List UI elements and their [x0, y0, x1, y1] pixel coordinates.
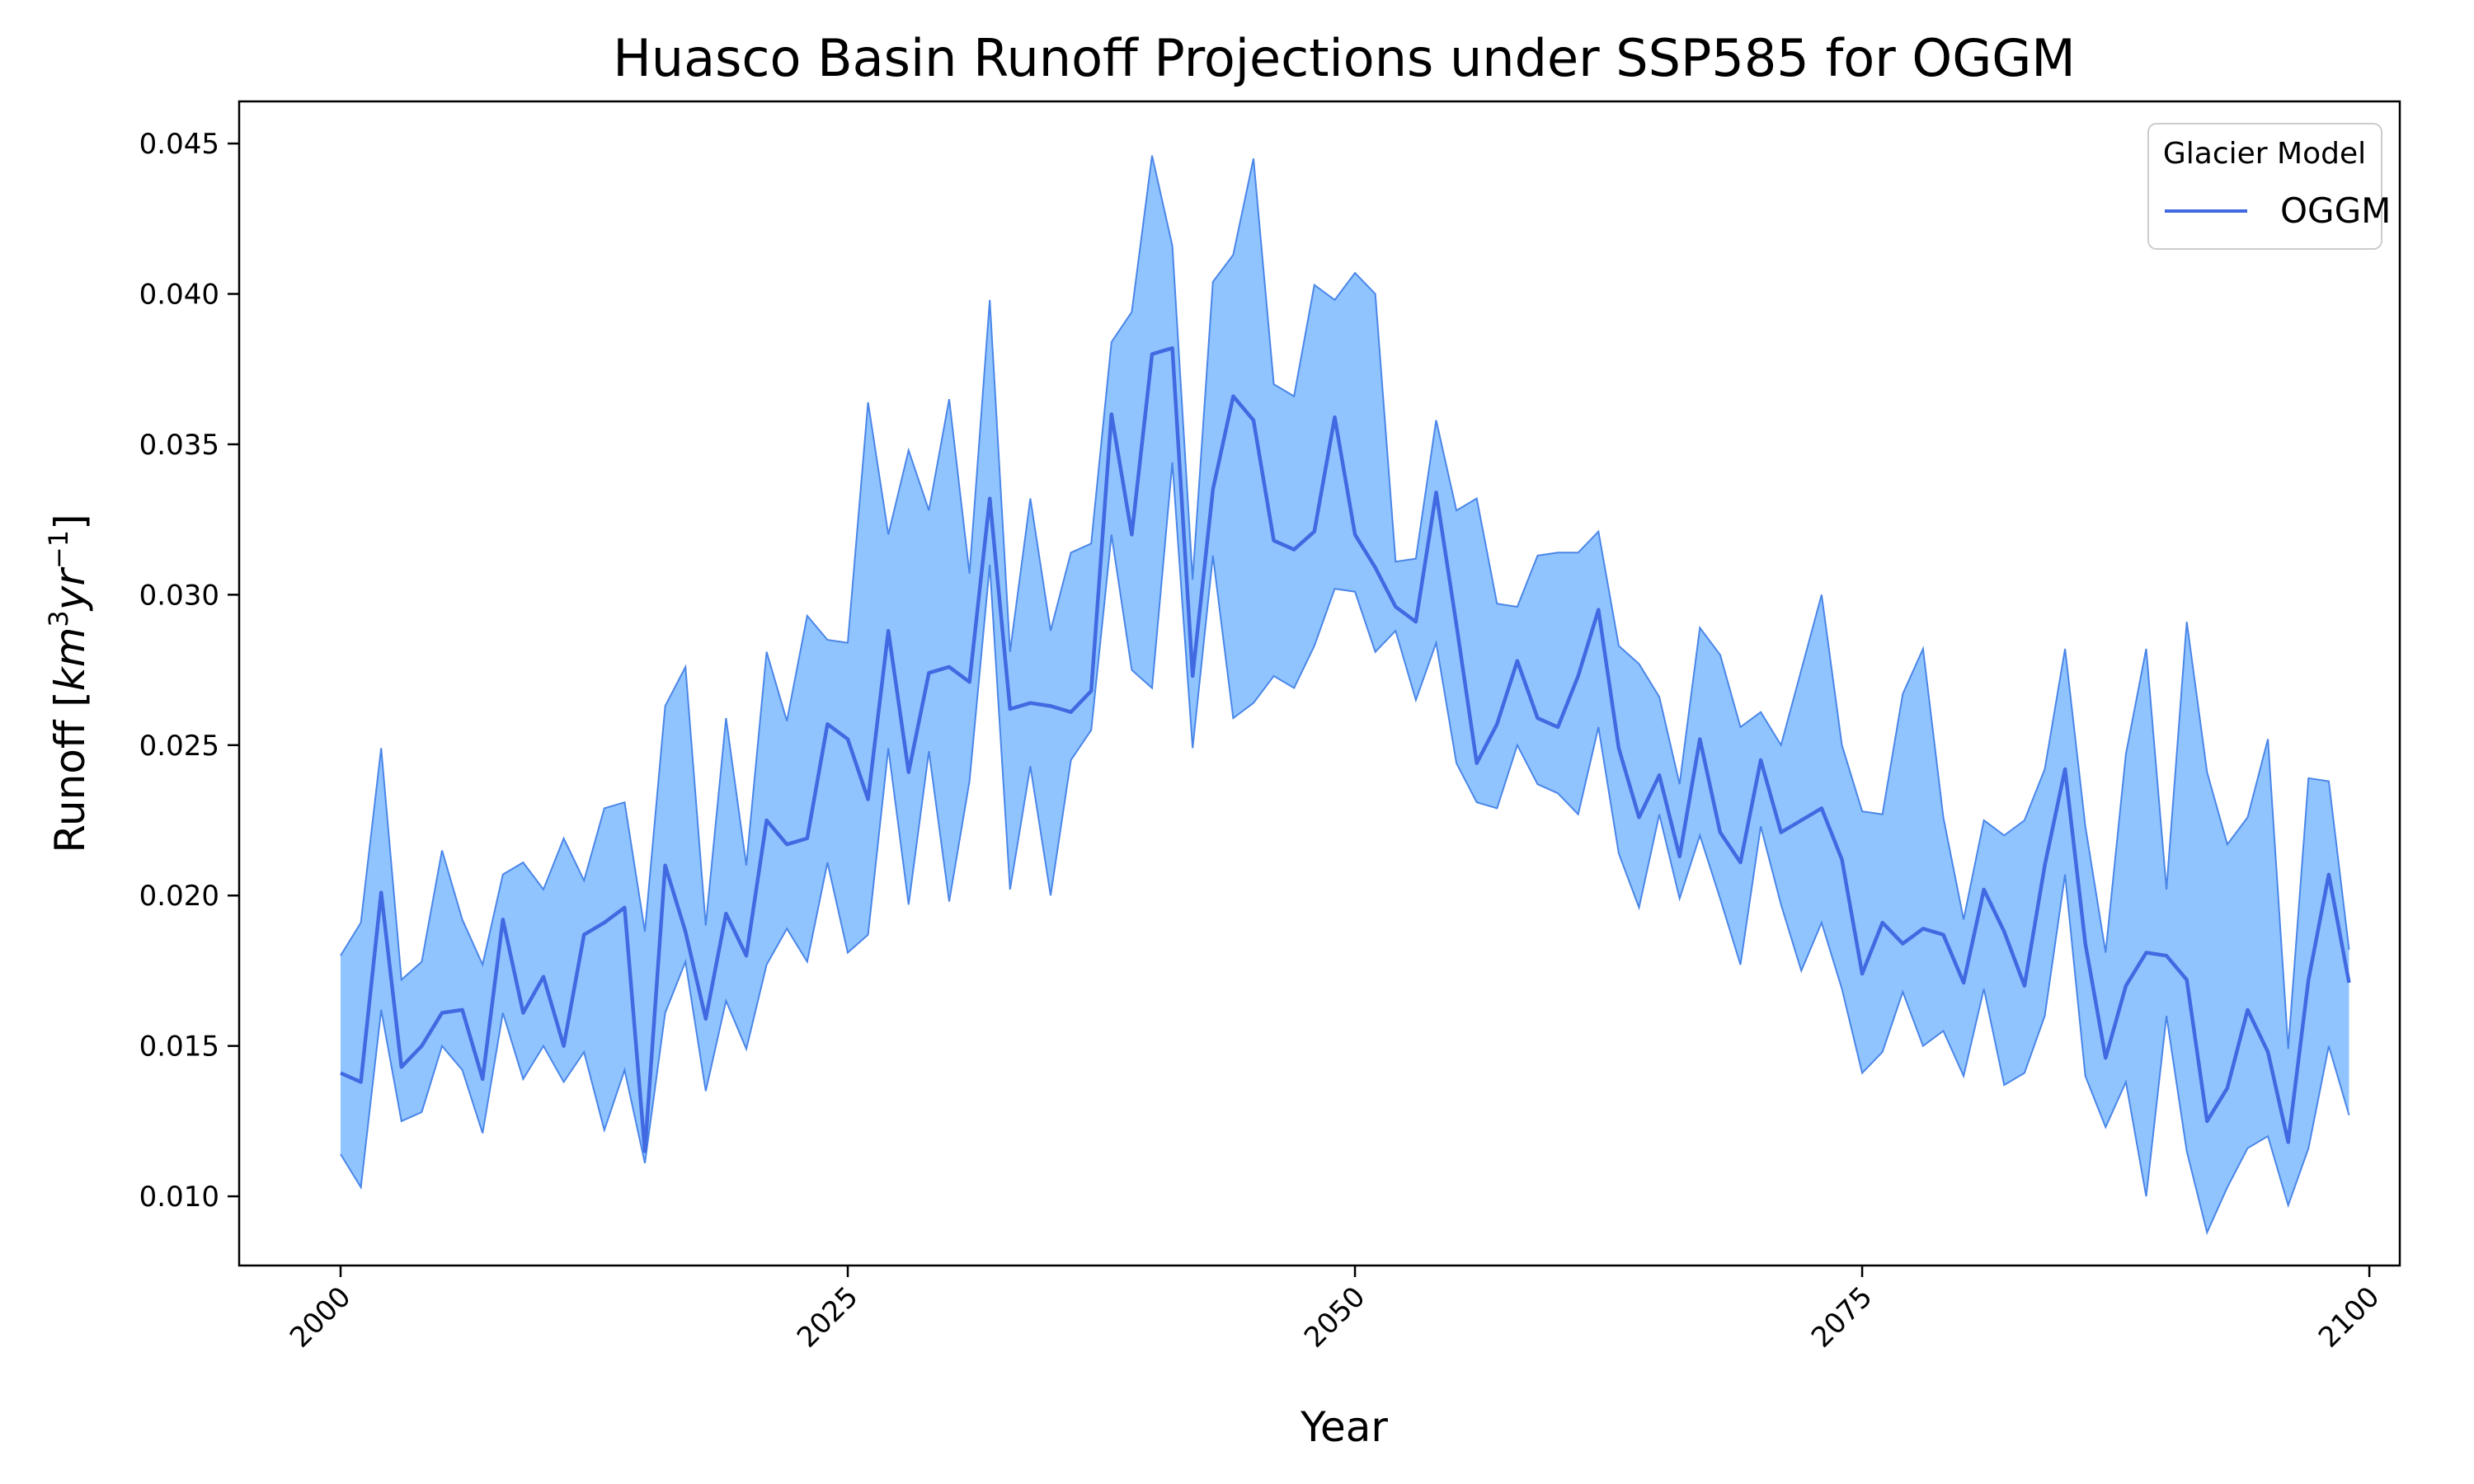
uncertainty-band — [341, 155, 2349, 1233]
series-line-oggm — [340, 345, 2351, 1153]
y-label-unit-base: km — [46, 627, 94, 692]
y-tick-label: 0.030 — [139, 579, 219, 612]
y-label-close: ] — [46, 514, 94, 530]
x-tick-label: 2050 — [1298, 1280, 1371, 1354]
y-tick-label: 0.025 — [139, 730, 219, 763]
y-tick-label: 0.035 — [139, 429, 219, 462]
y-label-unit-exp2: −1 — [43, 530, 74, 569]
legend-box — [2147, 123, 2382, 250]
plot-area — [340, 155, 2351, 1235]
x-tick-label: 2000 — [284, 1280, 357, 1354]
y-label-unit-mid: yr — [46, 566, 94, 613]
legend-title: Glacier Model — [2163, 137, 2366, 171]
chart-title: Huasco Basin Runoff Projections under SS… — [613, 28, 2076, 88]
x-axis-ticks: 2000 2025 2050 2075 2100 — [284, 1266, 2386, 1355]
band-upper-edge — [340, 155, 2350, 1050]
axes-frame — [238, 100, 2401, 1267]
legend: Glacier Model OGGM — [2147, 123, 2391, 250]
y-tick-label: 0.040 — [139, 279, 219, 312]
y-tick-label: 0.020 — [139, 880, 219, 913]
x-tick-label: 2100 — [2312, 1280, 2386, 1354]
y-tick-label: 0.045 — [139, 128, 219, 161]
y-label-main: Runoff [ — [46, 691, 94, 852]
legend-label-oggm: OGGM — [2280, 190, 2391, 231]
y-tick-label: 0.015 — [139, 1031, 219, 1064]
y-tick-label: 0.010 — [139, 1181, 219, 1214]
x-tick-label: 2025 — [791, 1280, 864, 1354]
band-lower-edge — [340, 462, 2350, 1235]
y-axis-label: Runoff [km3yr−1] — [43, 514, 94, 852]
y-label-unit-exp1: 3 — [43, 610, 74, 627]
y-axis-ticks: 0.010 0.015 0.020 0.025 0.030 0.035 0.040 0.045 — [139, 128, 239, 1214]
x-axis-label: Year — [1300, 1403, 1388, 1451]
x-tick-label: 2075 — [1805, 1280, 1879, 1354]
